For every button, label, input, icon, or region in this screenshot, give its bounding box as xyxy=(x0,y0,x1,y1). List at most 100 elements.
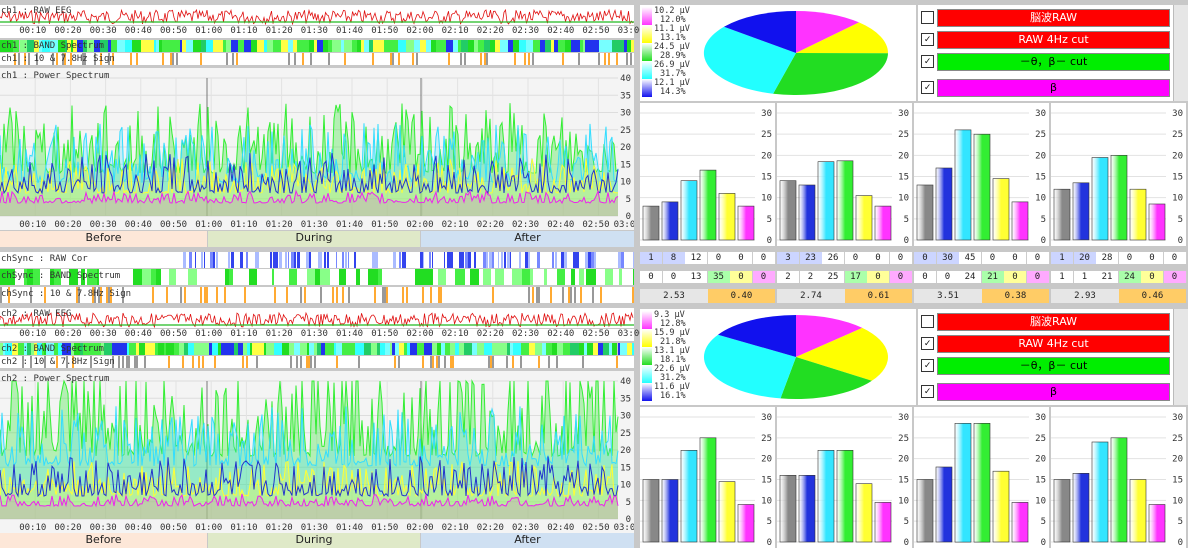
sync-cell: 0 xyxy=(1026,271,1050,283)
strip-segment xyxy=(450,252,453,268)
sync-cell: 17 xyxy=(844,271,868,283)
trace-checkbox[interactable] xyxy=(921,315,934,328)
strip-segment xyxy=(187,343,194,355)
x-tick-label: 01:20 xyxy=(266,523,293,533)
strip-segment xyxy=(32,269,40,285)
strip-segment xyxy=(524,53,526,65)
strip-segment xyxy=(392,53,394,65)
trace-button[interactable]: β xyxy=(937,383,1170,401)
sync-cell: 0 xyxy=(1141,271,1164,283)
x-tick-label: 00:50 xyxy=(160,220,187,230)
strip-segment xyxy=(333,343,337,355)
bar xyxy=(1072,182,1090,241)
strip-segment xyxy=(246,356,248,368)
trace-checkbox[interactable]: ✓ xyxy=(921,337,934,350)
bar xyxy=(817,161,835,241)
top-time-tick: 01:40 xyxy=(336,26,364,36)
strip-segment xyxy=(514,53,516,65)
bar xyxy=(642,205,660,241)
bar-y-tick: 20 xyxy=(898,455,909,465)
strip-segment xyxy=(530,269,534,285)
trace-checkbox[interactable]: ✓ xyxy=(921,33,934,46)
strip-segment xyxy=(19,40,28,52)
strip-segment xyxy=(344,53,346,65)
bar-y-tick: 0 xyxy=(1041,538,1046,548)
strip-segment xyxy=(65,343,72,355)
strip-segment xyxy=(537,252,540,268)
strip-segment xyxy=(53,269,61,285)
legend-percent: 21.8% xyxy=(660,337,686,347)
trace-checkbox[interactable]: ✓ xyxy=(921,385,934,398)
strip-segment xyxy=(555,252,557,268)
strip-segment xyxy=(289,343,294,355)
bar-chart: 30 25 20 15 10 5 0 xyxy=(1051,103,1186,246)
strip-segment xyxy=(210,252,214,268)
strip-segment xyxy=(520,343,529,355)
bar-y-tick: 10 xyxy=(898,194,909,204)
strip-segment xyxy=(27,40,34,52)
strip-segment xyxy=(306,269,315,285)
legend-swatch xyxy=(642,383,652,401)
pie-slice xyxy=(724,10,796,53)
strip-segment xyxy=(241,269,249,285)
strip-segment xyxy=(433,269,439,285)
legend-percent: 28.9% xyxy=(660,51,686,61)
top-time-tick: 01:00 xyxy=(195,26,223,36)
strip-segment xyxy=(507,40,513,52)
sync-cell: 1 xyxy=(640,252,663,264)
pie2-legend: 9.3 μV 12.8% 15.9 μV 21.8% 13.1 μV 18.1% 22.6 … xyxy=(642,310,692,403)
strip-segment xyxy=(444,252,445,268)
x-tick-label: 02:30 xyxy=(512,220,539,230)
strip-segment xyxy=(375,252,378,268)
sync-band-label: chSync : BAND Spectrum xyxy=(1,271,121,281)
trace-toggle-row: ✓ RAW 4Hz cut xyxy=(918,333,1188,353)
trace-button[interactable]: RAW 4Hz cut xyxy=(937,31,1170,49)
trace-button[interactable]: －θ，β－ cut xyxy=(937,53,1170,71)
trace-checkbox[interactable]: ✓ xyxy=(921,359,934,372)
trace-checkbox[interactable] xyxy=(921,11,934,24)
top-time-tick: 03:00 xyxy=(617,329,645,339)
trace-button[interactable]: β xyxy=(937,79,1170,97)
strip-segment xyxy=(339,269,347,285)
trace-button[interactable]: －θ，β－ cut xyxy=(937,357,1170,375)
trace-button[interactable]: RAW 4Hz cut xyxy=(937,335,1170,353)
strip-segment xyxy=(553,40,559,52)
controls2-scrollbar[interactable] xyxy=(1173,309,1188,405)
strip-segment xyxy=(377,269,383,285)
strip-segment xyxy=(472,343,478,355)
strip-segment xyxy=(532,287,534,303)
strip-segment xyxy=(141,269,151,285)
bar xyxy=(1129,188,1147,241)
x-tick-label: 02:20 xyxy=(477,220,504,230)
strip-segment xyxy=(389,343,393,355)
x-tick-label: 02:20 xyxy=(477,523,504,533)
trace-checkbox[interactable]: ✓ xyxy=(921,55,934,68)
strip-segment xyxy=(257,40,264,52)
sync-index-left: 2.74 xyxy=(777,289,845,303)
strip-segment xyxy=(193,343,201,355)
x-tick-label: 00:40 xyxy=(125,523,152,533)
trace-button[interactable]: 脳波RAW xyxy=(937,9,1170,27)
sync-cell: 21 xyxy=(981,271,1005,283)
bar xyxy=(1053,479,1071,543)
strip-segment xyxy=(58,40,66,52)
strip-segment xyxy=(548,356,550,368)
strip-segment xyxy=(23,269,27,285)
controls1-scrollbar[interactable] xyxy=(1173,5,1188,101)
strip-segment xyxy=(562,287,564,303)
trace-checkbox[interactable]: ✓ xyxy=(921,81,934,94)
strip-segment xyxy=(281,269,290,285)
y-tick-label: 40 xyxy=(620,74,631,84)
strip-segment xyxy=(76,40,84,52)
strip-segment xyxy=(225,269,230,285)
raw-eeg-line xyxy=(0,311,634,329)
strip-segment xyxy=(5,343,13,355)
strip-segment xyxy=(110,40,117,52)
pie-slice xyxy=(773,53,888,96)
strip-segment xyxy=(320,343,326,355)
strip-segment xyxy=(430,40,434,52)
strip-segment xyxy=(398,53,400,65)
trace-button[interactable]: 脳波RAW xyxy=(937,313,1170,331)
phase-during: During xyxy=(208,533,420,548)
y-tick-label: 0 xyxy=(626,515,631,525)
